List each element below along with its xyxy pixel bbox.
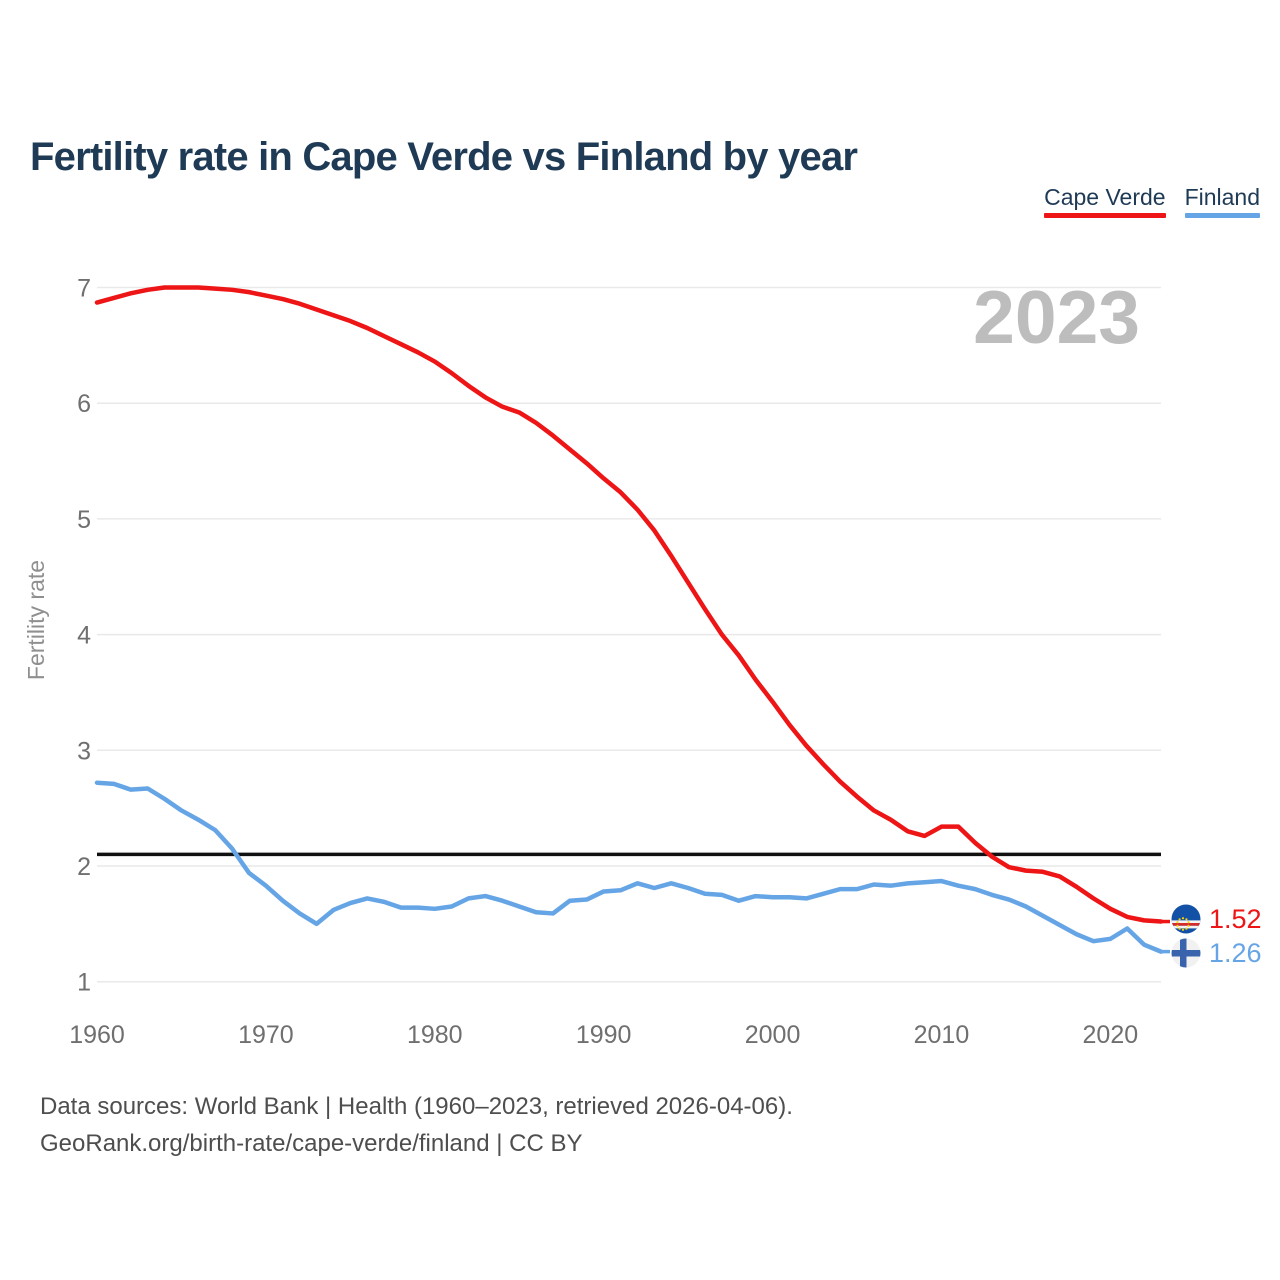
legend-underline-finland <box>1184 213 1260 218</box>
x-tick-label: 2020 <box>1083 1021 1139 1049</box>
line-end-connectors <box>1161 919 1170 954</box>
footer-attribution: Data sources: World Bank | Health (1960–… <box>40 1088 793 1162</box>
x-tick-labels: 1960 1970 1980 1990 2000 2010 2020 <box>69 1021 1138 1049</box>
y-tick-label: 4 <box>77 622 91 650</box>
y-tick-labels: 1 2 3 4 5 6 7 <box>77 275 91 997</box>
y-axis-title: Fertility rate <box>23 560 49 680</box>
legend: Cape Verde Finland <box>1044 185 1260 218</box>
y-tick-label: 6 <box>77 390 91 418</box>
y-tick-label: 3 <box>77 737 91 765</box>
x-tick-label: 1970 <box>238 1021 294 1049</box>
y-tick-label: 2 <box>77 853 91 881</box>
gridlines <box>97 286 1161 983</box>
footer-url-license[interactable]: GeoRank.org/birth-rate/cape-verde/finlan… <box>40 1130 583 1157</box>
legend-label-finland: Finland <box>1184 184 1260 210</box>
x-tick-label: 2010 <box>914 1021 970 1049</box>
cape-verde-flag-icon <box>1171 904 1201 934</box>
legend-item-cape-verde[interactable]: Cape Verde <box>1044 184 1166 218</box>
cape-verde-end-value: 1.52 <box>1209 904 1262 934</box>
x-tick-label: 1980 <box>407 1021 463 1049</box>
y-tick-label: 5 <box>77 506 91 534</box>
finland-end-value: 1.26 <box>1209 938 1262 968</box>
legend-item-finland[interactable]: Finland <box>1184 184 1260 218</box>
y-tick-label: 7 <box>77 275 91 303</box>
end-label-cape-verde: 1.52 <box>1171 904 1262 934</box>
x-tick-label: 2000 <box>745 1021 801 1049</box>
watermark-year: 2023 <box>973 275 1140 359</box>
page-title: Fertility rate in Cape Verde vs Finland … <box>30 134 858 179</box>
finland-line <box>94 780 1164 954</box>
x-tick-label: 1990 <box>576 1021 632 1049</box>
footer-data-sources: Data sources: World Bank | Health (1960–… <box>40 1093 793 1120</box>
legend-label-cape-verde: Cape Verde <box>1044 184 1166 210</box>
x-tick-label: 1960 <box>69 1021 125 1049</box>
cape-verde-line <box>94 285 1164 924</box>
legend-underline-cape-verde <box>1044 213 1166 218</box>
y-tick-label: 1 <box>77 969 91 997</box>
finland-flag-icon <box>1171 938 1201 968</box>
end-label-finland: 1.26 <box>1171 938 1262 968</box>
